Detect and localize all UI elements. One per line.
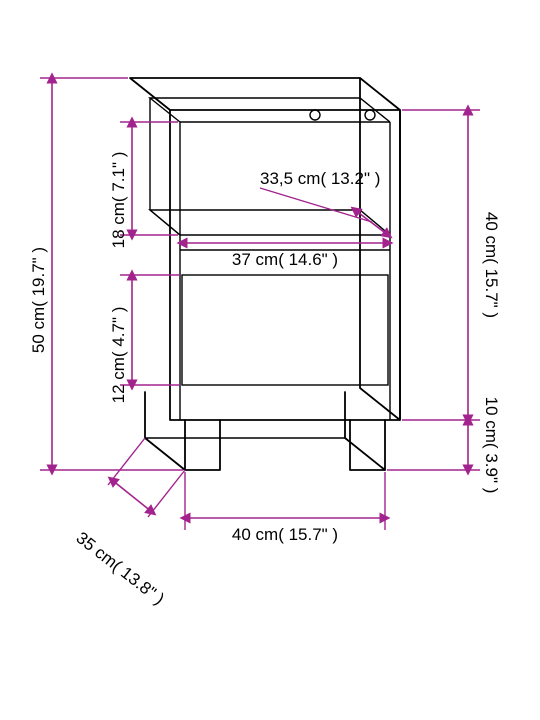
- label-depth: 35 cm( 13.8" ): [73, 528, 168, 608]
- furniture-outline: [130, 78, 400, 470]
- label-width: 40 cm( 15.7" ): [232, 525, 338, 544]
- label-shelf-open: 18 cm( 7.1" ): [109, 152, 128, 249]
- dimension-diagram: 50 cm( 19.7" ) 18 cm( 7.1" ) 12 cm( 4.7"…: [0, 0, 540, 720]
- dim-depth: 35 cm( 13.8" ): [73, 438, 185, 609]
- dim-width: 40 cm( 15.7" ): [185, 472, 385, 544]
- dim-leg-height: 10 cm( 3.9" ): [387, 397, 501, 494]
- label-inner-depth: 33,5 cm( 13.2" ): [260, 169, 380, 188]
- dim-total-height: 50 cm( 19.7" ): [29, 78, 183, 470]
- dim-body-height: 40 cm( 15.7" ): [402, 110, 501, 420]
- label-body-height: 40 cm( 15.7" ): [482, 212, 501, 318]
- dim-inner-depth: 33,5 cm( 13.2" ): [260, 169, 388, 235]
- label-total-height: 50 cm( 19.7" ): [29, 247, 48, 353]
- dim-shelf-open: 18 cm( 7.1" ): [109, 122, 178, 248]
- label-inner-width: 37 cm( 14.6" ): [232, 250, 338, 269]
- label-leg-height: 10 cm( 3.9" ): [482, 397, 501, 494]
- dim-inner-width: 37 cm( 14.6" ): [182, 243, 388, 269]
- label-drawer-front: 12 cm( 4.7" ): [109, 307, 128, 404]
